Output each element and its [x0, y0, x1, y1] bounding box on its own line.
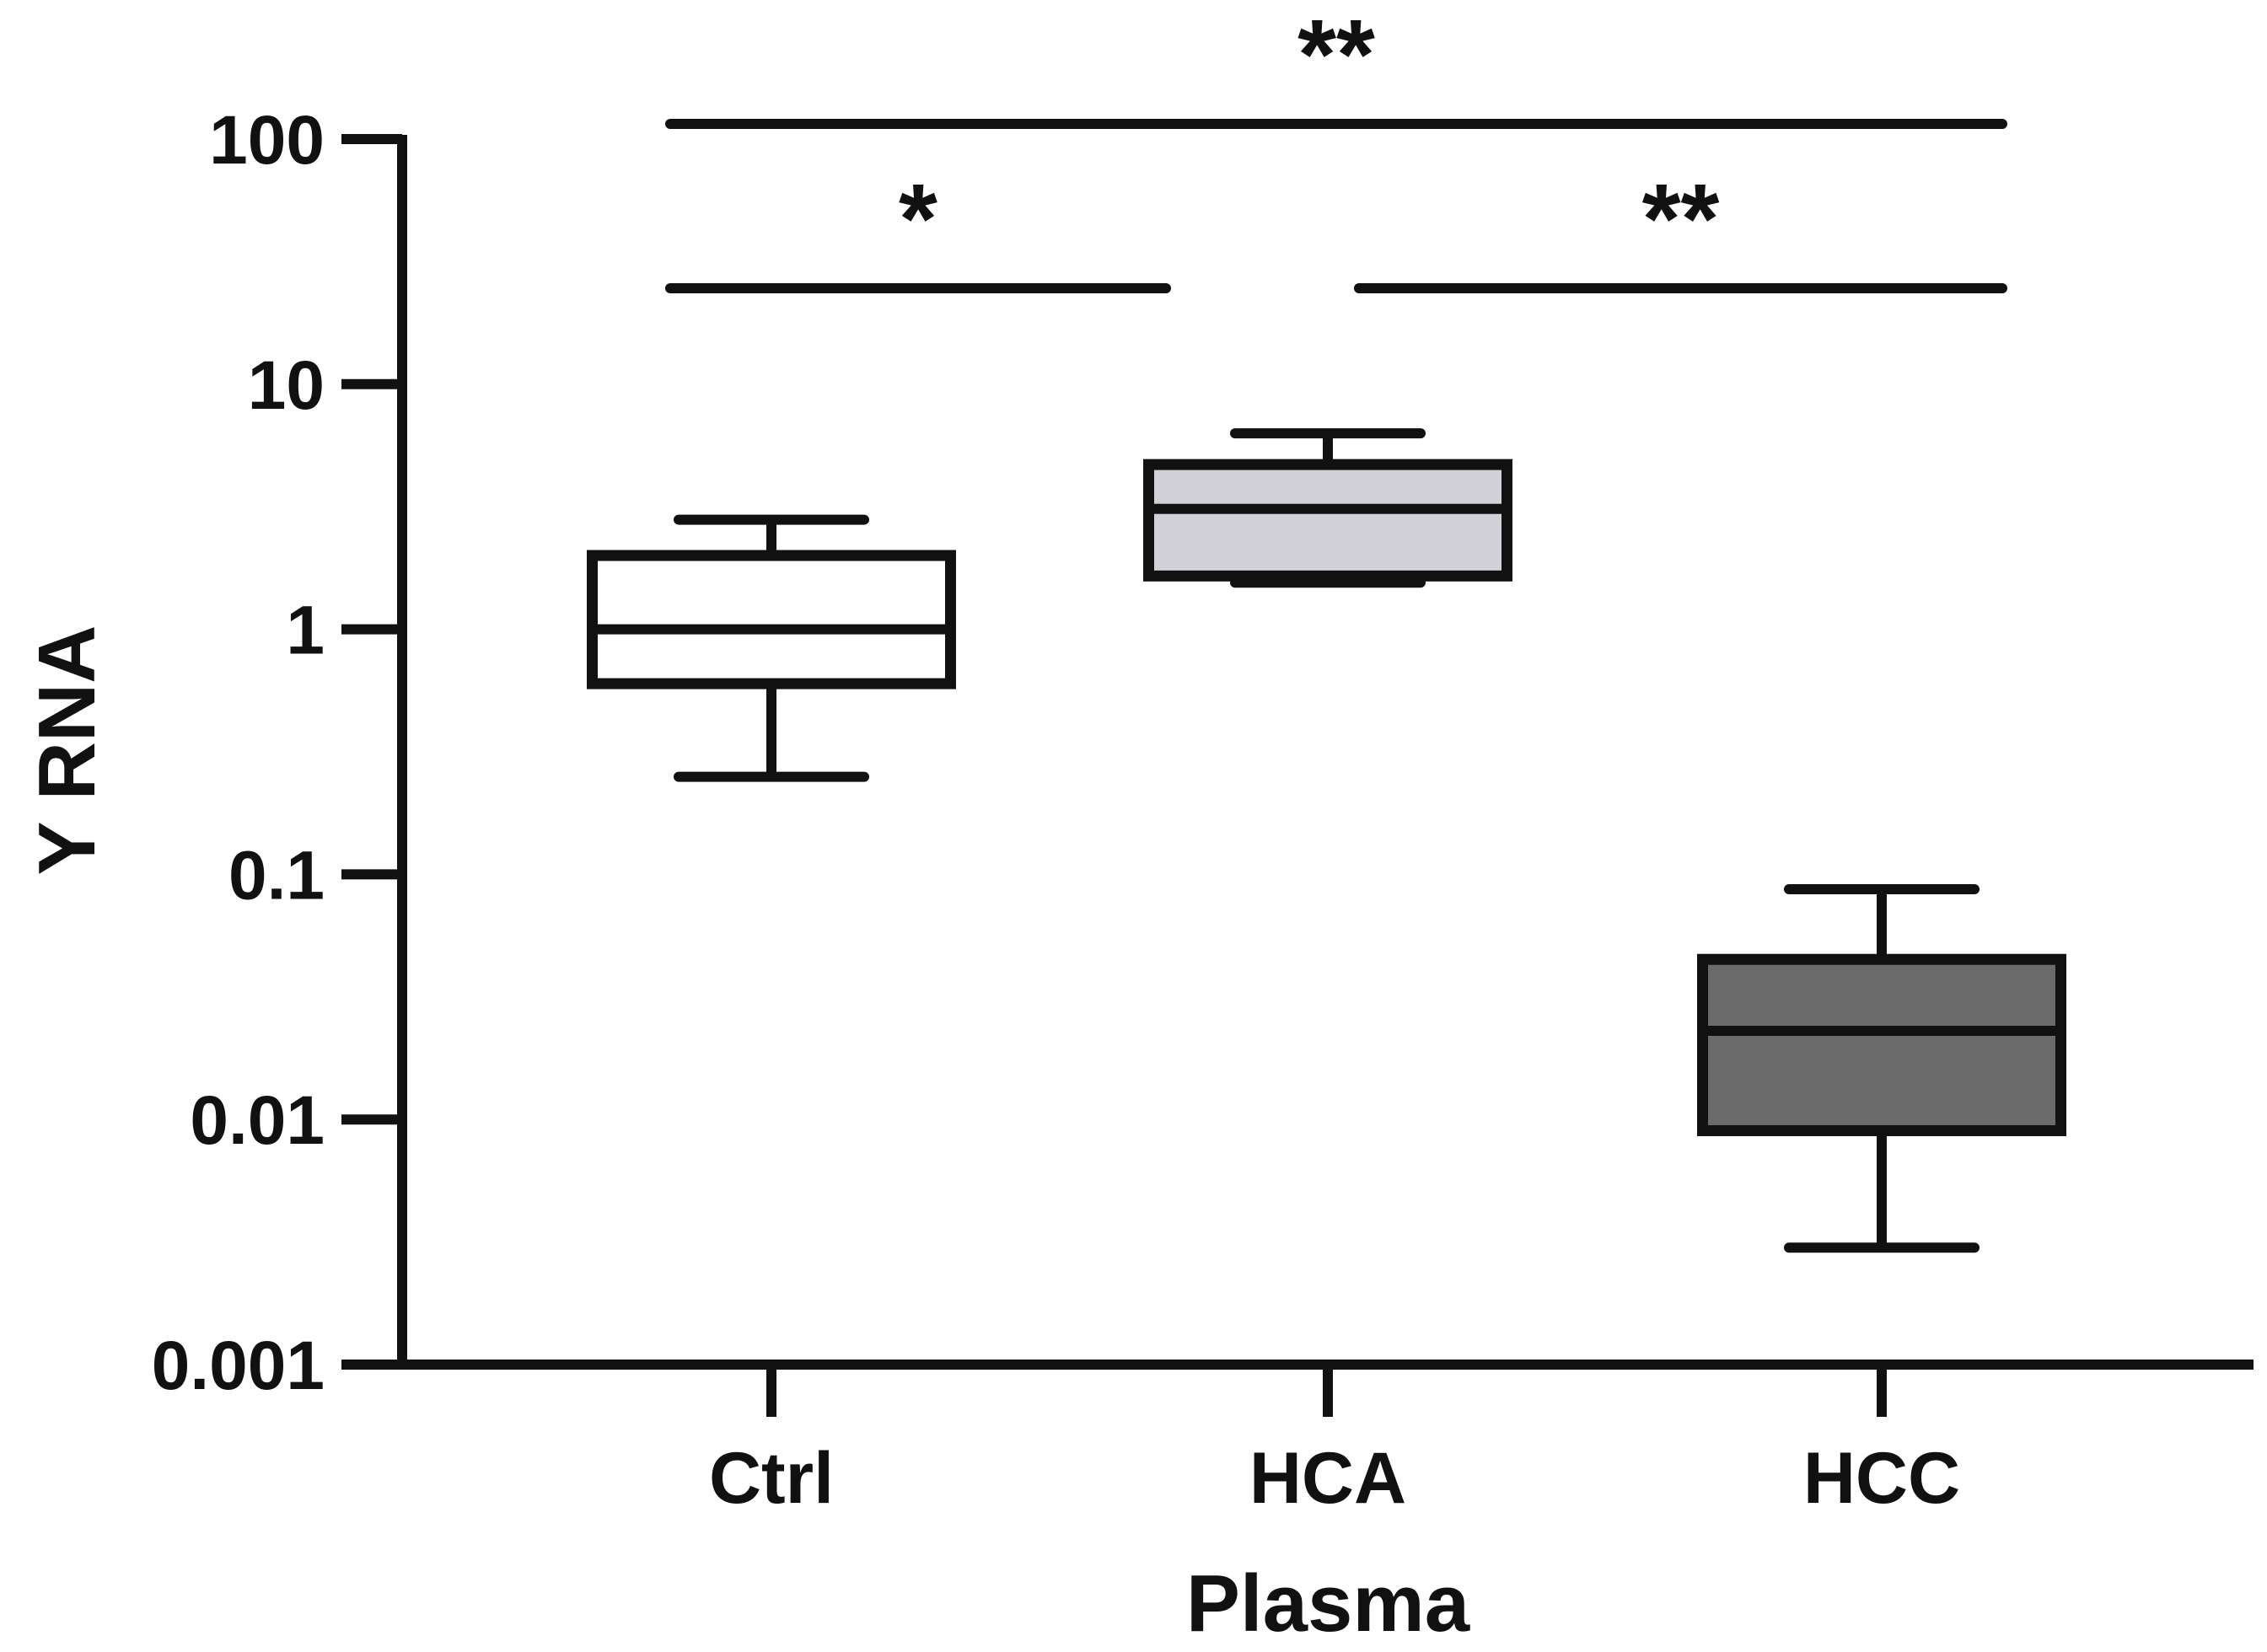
significance-layer: *** ** — [665, 0, 2007, 293]
x-axis-title: Plasma — [1186, 1558, 1470, 1648]
y-tick-label: 0.01 — [190, 1082, 325, 1159]
y-tick-label: 0.001 — [152, 1328, 325, 1404]
significance-label: ** — [1297, 0, 1375, 110]
box-iqr — [587, 550, 956, 689]
y-tick-label: 10 — [248, 347, 325, 424]
x-ticks-layer: Ctrl HCA HCC — [709, 1365, 1960, 1519]
axes-layer — [397, 135, 2254, 1370]
box-iqr — [1143, 459, 1512, 582]
y-axis-title: Y RNA — [22, 625, 112, 876]
x-tick-label: HCA — [1249, 1438, 1406, 1519]
boxes-layer — [587, 428, 2066, 1253]
y-tick-label: 0.1 — [228, 837, 325, 914]
significance-label: * — [899, 164, 937, 275]
box-iqr — [1697, 953, 2066, 1137]
y-tick-label: 1 — [286, 593, 325, 669]
y-ticks-layer: 0.001 0.01 0.1 1 10 100 — [152, 102, 402, 1404]
x-tick-label: Ctrl — [709, 1438, 834, 1519]
x-tick-label: HCC — [1803, 1438, 1960, 1519]
y-tick-label: 100 — [209, 102, 325, 179]
significance-label: ** — [1642, 164, 1720, 275]
